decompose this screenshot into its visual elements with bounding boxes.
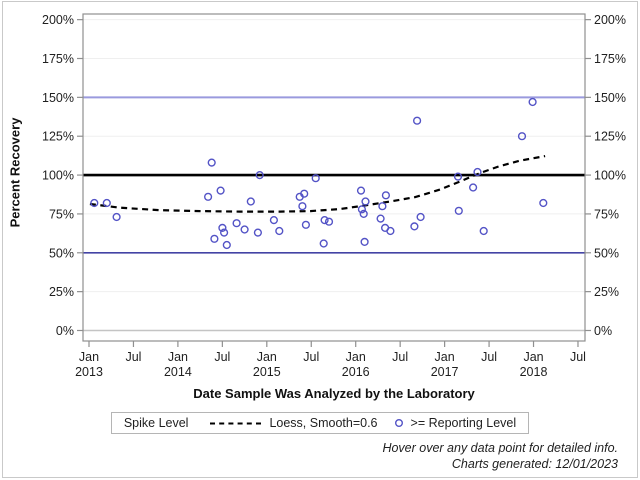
data-point[interactable] <box>453 172 463 181</box>
data-point[interactable] <box>528 97 537 107</box>
x-tick-label: Jul <box>392 350 408 364</box>
loess-curve <box>89 155 546 213</box>
data-point[interactable] <box>300 189 309 198</box>
y-tick-label-left: 150% <box>42 91 74 105</box>
legend-item-reporting-level: >= Reporting Level <box>394 416 517 430</box>
y-axis-title-text: Percent Recovery <box>7 117 23 228</box>
loess-dash-sample-icon <box>210 422 263 424</box>
y-tick-label-left: 75% <box>49 207 74 221</box>
data-point[interactable] <box>90 198 99 208</box>
x-tick-year-label: 2014 <box>164 365 192 379</box>
y-tick-label-left: 125% <box>42 130 74 144</box>
data-point[interactable] <box>381 191 391 200</box>
x-tick-label: Jul <box>214 350 230 364</box>
y-tick-label-left: 175% <box>42 52 74 66</box>
data-point[interactable] <box>324 217 334 226</box>
data-point[interactable] <box>102 198 111 208</box>
footnote-generated-date: Charts generated: 12/01/2023 <box>451 457 618 471</box>
y-tick-label-right: 25% <box>594 285 619 299</box>
data-point[interactable] <box>301 220 311 229</box>
footnote-hover-hint: Hover over any data point for detailed i… <box>382 441 618 455</box>
x-tick-label: Jul <box>481 350 497 364</box>
data-point[interactable] <box>378 202 387 211</box>
x-tick-label: Jan <box>79 350 99 364</box>
data-point[interactable] <box>359 209 368 219</box>
legend-title: Spike Level <box>123 416 189 430</box>
legend-item-loess: Loess, Smooth=0.6 <box>210 416 378 430</box>
x-tick-label: Jul <box>570 350 586 364</box>
x-tick-year-label: 2015 <box>253 365 281 379</box>
data-point[interactable] <box>360 237 369 247</box>
footnotes: Hover over any data point for detailed i… <box>382 440 618 472</box>
y-axis-title: Percent Recovery <box>0 0 30 345</box>
y-tick-label-left: 50% <box>49 246 74 260</box>
plot-frame <box>82 13 586 342</box>
data-point[interactable] <box>356 186 366 195</box>
data-point[interactable] <box>220 228 229 237</box>
data-point[interactable] <box>112 212 121 222</box>
data-point[interactable] <box>232 219 241 228</box>
y-tick-label-right: 50% <box>594 246 619 260</box>
data-point[interactable] <box>376 214 385 223</box>
data-point[interactable] <box>240 225 249 234</box>
x-tick-label: Jan <box>168 350 188 364</box>
legend-item-loess-label: Loess, Smooth=0.6 <box>269 416 378 430</box>
y-tick-label-right: 175% <box>594 52 626 66</box>
y-tick-label-right: 75% <box>594 207 619 221</box>
x-tick-year-label: 2013 <box>75 365 103 379</box>
y-tick-label-left: 200% <box>42 13 74 27</box>
x-tick-year-label: 2017 <box>431 365 459 379</box>
data-point[interactable] <box>469 183 478 192</box>
y-tick-label-right: 0% <box>594 324 612 338</box>
x-tick-label: Jan <box>346 350 366 364</box>
data-point[interactable] <box>416 212 425 222</box>
x-tick-label: Jul <box>125 350 141 364</box>
y-tick-label-right: 200% <box>594 13 626 27</box>
y-tick-label-right: 150% <box>594 91 626 105</box>
y-tick-label-left: 25% <box>49 285 74 299</box>
data-point[interactable] <box>298 202 307 211</box>
data-point[interactable] <box>255 171 264 180</box>
data-point[interactable] <box>320 216 329 225</box>
data-point[interactable] <box>207 158 216 167</box>
circle-marker-icon <box>394 419 403 427</box>
x-tick-label: Jan <box>435 350 455 364</box>
x-tick-year-label: 2018 <box>520 365 548 379</box>
data-point[interactable] <box>361 197 370 206</box>
data-point[interactable] <box>319 239 328 248</box>
y-tick-label-left: 100% <box>42 169 74 183</box>
data-point[interactable] <box>311 174 320 183</box>
y-tick-label-right: 125% <box>594 130 626 144</box>
x-axis-title: Date Sample Was Analyzed by the Laborato… <box>193 386 475 401</box>
data-point[interactable] <box>210 234 219 243</box>
data-point[interactable] <box>386 226 395 236</box>
y-tick-label-right: 100% <box>594 169 626 183</box>
data-point[interactable] <box>275 226 284 236</box>
x-tick-label: Jan <box>523 350 543 364</box>
data-point[interactable] <box>222 240 231 250</box>
data-point[interactable] <box>216 186 225 195</box>
y-tick-label-left: 0% <box>56 324 74 338</box>
data-point[interactable] <box>269 216 279 225</box>
data-point[interactable] <box>246 197 255 206</box>
data-point[interactable] <box>357 205 367 214</box>
x-tick-year-label: 2016 <box>342 365 370 379</box>
data-point[interactable] <box>539 198 548 208</box>
legend: Spike Level Loess, Smooth=0.6 >= Reporti… <box>0 412 640 434</box>
data-point[interactable] <box>517 132 527 141</box>
data-point[interactable] <box>454 206 463 215</box>
data-point[interactable] <box>204 192 213 201</box>
data-point[interactable] <box>413 116 422 125</box>
data-point[interactable] <box>410 222 419 231</box>
x-tick-label: Jul <box>303 350 319 364</box>
legend-item-reporting-level-label: >= Reporting Level <box>410 416 517 430</box>
x-tick-label: Jan <box>257 350 277 364</box>
data-point[interactable] <box>473 167 482 177</box>
legend-box: Spike Level Loess, Smooth=0.6 >= Reporti… <box>110 412 530 434</box>
data-point[interactable] <box>218 223 227 233</box>
data-point[interactable] <box>253 228 263 237</box>
data-point[interactable] <box>479 226 488 236</box>
